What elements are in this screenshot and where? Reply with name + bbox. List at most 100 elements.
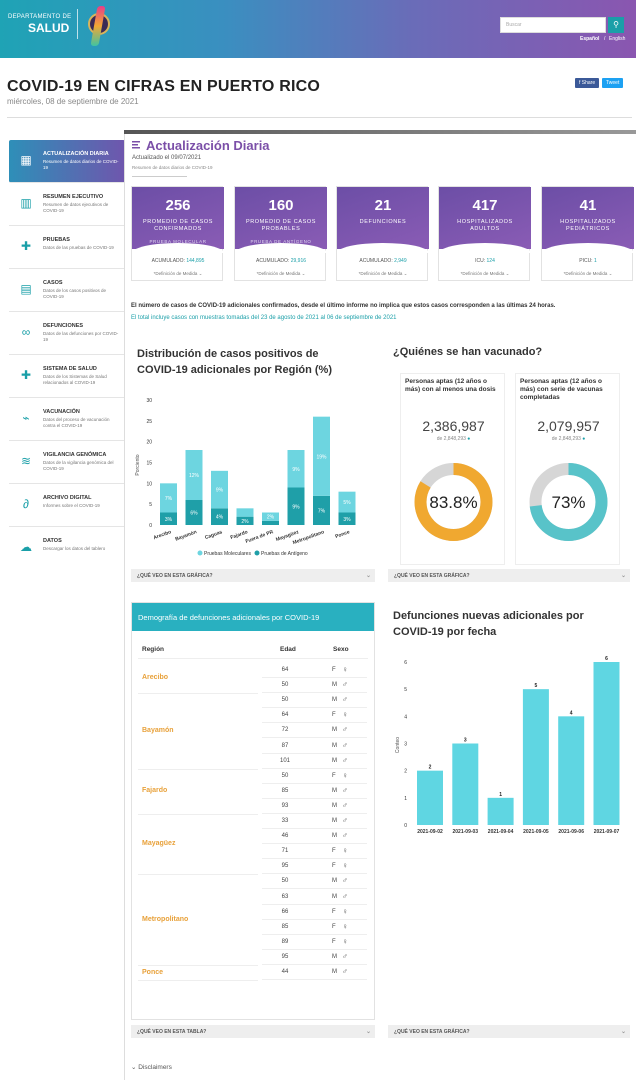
vaccine-box-title: Personas aptas (12 años o más) con serie… xyxy=(520,378,603,401)
y-tick-label: 3 xyxy=(404,742,407,748)
bar-antigen xyxy=(236,516,254,525)
top-header: DEPARTAMENTO DE SALUD Buscar ⚲ Español /… xyxy=(0,0,636,58)
female-icon: ♀ xyxy=(342,906,348,916)
bar-data-label: 3% xyxy=(343,517,351,523)
x-tick-label: Bayamón xyxy=(174,529,197,542)
group-divider xyxy=(138,768,258,770)
lang-es-link[interactable]: Español xyxy=(580,36,600,42)
bar-antigen xyxy=(185,500,203,525)
table-row: 50 F ♀ xyxy=(262,769,367,784)
vaccine-question-toggle[interactable]: ¿QUÉ VEO EN ESTA GRÁFICA? ⌄ xyxy=(388,569,630,582)
definition-toggle[interactable]: *Definición de Medida ⌄ xyxy=(358,271,408,276)
vaccine-total-label: de 2,848,293 xyxy=(551,436,581,442)
sidebar-item-9[interactable]: ☁ DATOS Descargar los datos del tablero xyxy=(9,527,125,557)
lang-en-link[interactable]: English xyxy=(609,36,626,42)
male-icon: ♂ xyxy=(342,695,348,705)
definition-toggle[interactable]: *Definición de Medida ⌄ xyxy=(153,271,203,276)
sex-cell: F xyxy=(332,772,336,779)
bar xyxy=(487,797,514,825)
definition-toggle[interactable]: *Definición de Medida ⌄ xyxy=(256,271,306,276)
sex-cell: F xyxy=(332,938,336,945)
disclaimers-toggle[interactable]: ⌄ Disclaimers xyxy=(131,1063,172,1071)
x-tick-label: Arecibo xyxy=(153,529,173,541)
bar-data-label: 9% xyxy=(216,488,224,494)
info-icon[interactable]: ● xyxy=(465,436,471,442)
x-tick-label: 2021-09-03 xyxy=(453,829,479,835)
search-button[interactable]: ⚲ xyxy=(608,17,624,33)
vaccine-question-label: ¿QUÉ VEO EN ESTA GRÁFICA? xyxy=(394,573,470,579)
sidebar-item-desc: Datos de las pruebas de COVID-19 xyxy=(43,245,114,250)
vaccine-heading: ¿Quiénes se han vacunado? xyxy=(393,346,543,358)
update-summary: Resumen de datos diarios de COVID-19 xyxy=(132,165,213,170)
stat-label: PROMEDIO DE CASOS CONFIRMADOS xyxy=(142,219,214,232)
facebook-share-button[interactable]: f Share xyxy=(575,78,600,88)
bar xyxy=(452,743,479,825)
twitter-share-button[interactable]: Tweet xyxy=(602,78,624,88)
chevron-down-icon: ⌄ xyxy=(365,1029,371,1035)
sidebar-item-4[interactable]: ∞ DEFUNCIONES Datos de las defunciones por… xyxy=(9,312,125,355)
y-axis-label: Conteo xyxy=(395,737,401,753)
y-tick-label: 4 xyxy=(404,714,407,720)
stat-card-header xyxy=(132,187,224,253)
bar-molecular xyxy=(313,416,330,496)
table-row: 64 F ♀ xyxy=(262,663,367,678)
info-icon[interactable]: ● xyxy=(580,436,586,442)
deaths-chart-question-toggle[interactable]: ¿QUÉ VEO EN ESTA GRÁFICA? ⌄ xyxy=(388,1025,630,1038)
age-cell: 33 xyxy=(281,818,289,824)
sex-cell: M xyxy=(332,742,337,749)
sidebar-item-title: ARCHIVO DIGITAL xyxy=(43,495,92,501)
group-divider xyxy=(138,965,258,966)
sex-cell: F xyxy=(332,908,336,915)
y-tick-label: 25 xyxy=(146,419,152,425)
stat-acc-value: 1 xyxy=(593,258,597,264)
sidebar-item-title: VACUNACIÓN xyxy=(43,409,80,415)
table-row: 44 M ♂ xyxy=(262,965,367,980)
x-tick-label: Fajardo xyxy=(230,529,249,541)
sidebar-item-6[interactable]: ⌁ VACUNACIÓN Datos del proceso de vacunaci… xyxy=(9,398,125,441)
donut-fill xyxy=(529,463,608,541)
age-cell: 64 xyxy=(281,667,289,673)
vaccine-count: 2,386,987 xyxy=(422,418,485,434)
table-question-toggle[interactable]: ¿QUÉ VEO EN ESTA TABLA? ⌄ xyxy=(131,1025,375,1038)
bar-value-label: 6 xyxy=(605,656,608,662)
definition-toggle[interactable]: *Definición de Medida ⌄ xyxy=(460,271,510,276)
lang-separator: / xyxy=(604,36,606,42)
sidebar-item-title: RESUMEN EJECUTIVO xyxy=(43,194,104,200)
sidebar-item-desc: Datos de las defunciones por COVID-19 xyxy=(43,331,119,342)
sidebar-item-title: DEFUNCIONES xyxy=(43,323,84,329)
search-input[interactable]: Buscar xyxy=(500,17,606,33)
sidebar-item-7[interactable]: ≋ VIGILANCIA GENÓMICA Datos de la vigilanc… xyxy=(9,441,125,484)
chevron-down-icon: ⌄ xyxy=(620,1029,626,1035)
age-cell: 44 xyxy=(281,969,289,975)
sex-cell: F xyxy=(332,923,336,930)
vaccine-total: de 2,848,293 ● xyxy=(516,436,621,442)
legend-marker xyxy=(254,550,260,556)
list-icon xyxy=(132,141,140,149)
donut-percent-label: 73% xyxy=(551,493,585,512)
col-header-sexo: Sexo xyxy=(333,646,349,653)
stat-card-header xyxy=(542,187,634,253)
table-row: 50 M ♂ xyxy=(262,678,367,694)
y-tick-label: 1 xyxy=(404,796,407,802)
sidebar-item-1[interactable]: ▥ RESUMEN EJECUTIVO Resumen de datos ejecu… xyxy=(9,183,125,226)
stat-acc-value: 144,895 xyxy=(186,258,205,264)
sidebar-item-5[interactable]: ✚ SISTEMA DE SALUD Datos de los Sistemas d… xyxy=(9,355,125,398)
bar-data-label: 9% xyxy=(292,504,300,510)
table-row: 93 M ♂ xyxy=(262,799,367,814)
sidebar-item-0[interactable]: ▦ ACTUALIZACIÓN DIARIA Resumen de datos di… xyxy=(9,140,125,183)
sidebar-item-2[interactable]: ✚ PRUEBAS Datos de las pruebas de COVID-19 xyxy=(9,226,125,269)
site-logo[interactable]: DEPARTAMENTO DE SALUD xyxy=(8,6,111,46)
bar-molecular xyxy=(287,450,305,488)
vaccine-box: Personas aptas (12 años o más) con al me… xyxy=(400,373,505,565)
age-cell: 50 xyxy=(281,682,289,689)
sidebar-item-3[interactable]: ▤ CASOS Datos de los casos positivos de CO… xyxy=(9,269,125,312)
bar-value-label: 5 xyxy=(535,683,538,689)
section-title: Actualización Diaria xyxy=(146,138,270,153)
sidebar-item-8[interactable]: ∂ ARCHIVO DIGITAL Informes sobre el COVID-… xyxy=(9,484,125,527)
male-icon: ♂ xyxy=(342,831,348,841)
definition-toggle[interactable]: *Definición de Medida ⌄ xyxy=(563,271,613,276)
disclaimers-label: Disclaimers xyxy=(138,1064,172,1071)
legend-label: Pruebas Moleculares xyxy=(204,551,251,557)
x-tick-label: Ponce xyxy=(335,529,351,540)
region-chart-question-toggle[interactable]: ¿QUÉ VEO EN ESTA GRÁFICA? ⌄ xyxy=(131,569,375,582)
